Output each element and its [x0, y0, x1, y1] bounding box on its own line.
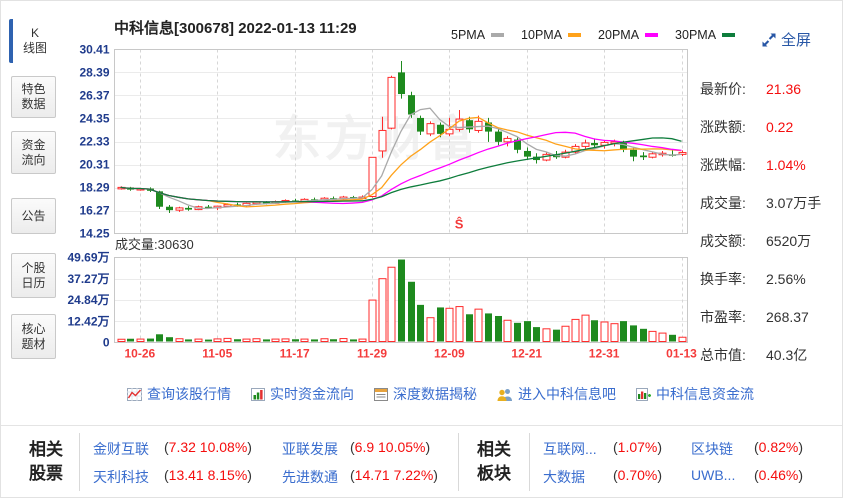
related-stock-value: 13.41 8.15%: [164, 467, 252, 483]
deep-data-link[interactable]: 深度数据揭秘: [374, 384, 477, 404]
related-sector-value: 0.70%: [613, 467, 662, 483]
related-stock-link[interactable]: 亚联发展: [282, 441, 338, 457]
stat-latest-price: 最新价: 21.36: [700, 80, 802, 97]
people-icon: [497, 388, 512, 401]
related-sector-value: 1.07%: [613, 439, 662, 455]
bottom-divider: [1, 425, 842, 426]
quote-link[interactable]: 查询该股行情: [127, 384, 231, 404]
divider: [79, 433, 80, 491]
sidebar-item-stock-calendar[interactable]: 个股 日历: [11, 253, 56, 298]
related-sector-link[interactable]: 大数据: [543, 469, 585, 485]
divider: [458, 433, 459, 491]
legend-swatch-20pma: [645, 33, 659, 37]
legend-30pma[interactable]: 30PMA: [675, 28, 736, 42]
toolbar: 查询该股行情 实时资金流向 深度数据揭秘 进入中科信息吧: [127, 384, 754, 404]
realtime-fundflow-link[interactable]: 实时资金流向: [251, 384, 354, 404]
stats-panel: 最新价: 21.36 涨跌额: 0.22 涨跌幅: 1.04% 成交量: 3.07万手 …: [700, 80, 821, 363]
sidebar-item-special-data[interactable]: 特色 数据: [11, 76, 56, 118]
related-sector-value: 0.46%: [754, 467, 803, 483]
volume-title: 成交量:30630: [115, 237, 194, 252]
sidebar-item-announcements[interactable]: 公告: [11, 198, 56, 234]
legend-swatch-30pma: [722, 33, 736, 37]
related-stock-value: 14.71 7.22%: [350, 467, 438, 483]
divider: [529, 433, 530, 491]
sidebar-item-fund-flow[interactable]: 资金 流向: [11, 131, 56, 174]
legend-10pma[interactable]: 10PMA: [521, 28, 582, 42]
stat-market-cap: 总市值: 40.3亿: [700, 346, 808, 363]
stat-turnover-amount: 成交额: 6520万: [700, 232, 812, 249]
stock-bar-link[interactable]: 进入中科信息吧: [497, 384, 616, 404]
related-stocks-label: 相关 股票: [29, 440, 63, 483]
related-stock-value: 6.9 10.05%: [350, 439, 430, 455]
related-sector-link[interactable]: 互联网...: [543, 441, 597, 457]
stock-fundflow-link[interactable]: 中科信息资金流: [636, 384, 754, 404]
related-stock-link[interactable]: 金财互联: [93, 441, 149, 457]
related-stock-link[interactable]: 先进数通: [282, 469, 338, 485]
ma-legend: 5PMA 10PMA 20PMA 30PMA: [451, 28, 736, 42]
expand-icon: [762, 33, 776, 46]
related-sector-link[interactable]: 区块链: [691, 441, 733, 457]
legend-5pma[interactable]: 5PMA: [451, 28, 505, 42]
chart-title: 中科信息[300678] 2022-01-13 11:29: [114, 20, 357, 37]
fullscreen-button[interactable]: 全屏: [761, 29, 811, 50]
data-grid-icon: [374, 387, 388, 401]
line-chart-icon: [127, 387, 142, 401]
stat-change-percent: 涨跌幅: 1.04%: [700, 156, 806, 173]
related-sector-value: 0.82%: [754, 439, 803, 455]
related-stock-value: 7.32 10.08%: [164, 439, 252, 455]
sidebar-item-core-themes[interactable]: 核心 题材: [11, 314, 56, 359]
related-sector-link[interactable]: UWB...: [691, 467, 736, 483]
funds-flow-icon: [636, 387, 651, 401]
stat-change-amount: 涨跌额: 0.22: [700, 118, 794, 135]
kline-volume-chart[interactable]: [56, 41, 701, 371]
stat-pe-ratio: 市盈率: 268.37: [700, 308, 809, 325]
stat-volume: 成交量: 3.07万手: [700, 194, 822, 211]
legend-swatch-5pma: [491, 33, 505, 37]
related-stock-link[interactable]: 天利科技: [93, 469, 149, 485]
related-sectors-label: 相关 板块: [477, 440, 511, 483]
legend-20pma[interactable]: 20PMA: [598, 28, 659, 42]
sidebar-item-kline[interactable]: K 线图: [9, 19, 57, 63]
bar-chart-icon: [251, 387, 265, 401]
legend-swatch-10pma: [568, 33, 582, 37]
stat-turnover-rate: 换手率: 2.56%: [700, 270, 806, 287]
